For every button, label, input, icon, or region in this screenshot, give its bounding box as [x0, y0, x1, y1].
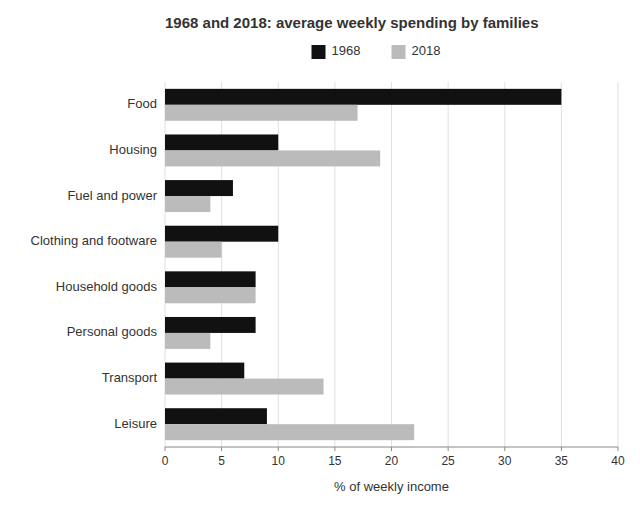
x-grid [165, 82, 618, 447]
category-label: Household goods [56, 279, 158, 294]
tick-label: 30 [498, 454, 512, 468]
series-bars [165, 89, 561, 424]
tick-label: 15 [328, 454, 342, 468]
y-axis: Food Housing Fuel and power Clothing and fo… [31, 96, 158, 430]
grid-line [504, 82, 505, 447]
category-label: Leisure [114, 416, 157, 431]
bar [165, 150, 380, 166]
tick-mark [165, 447, 166, 451]
bar [165, 196, 210, 212]
tick-mark [221, 447, 222, 451]
category-label: Personal goods [67, 324, 158, 339]
category-label: Food [127, 96, 157, 111]
x-axis-label: % of weekly income [334, 479, 449, 494]
chart-container: 1968 and 2018: average weekly spending b… [0, 0, 640, 517]
tick-mark [334, 447, 335, 451]
legend-swatch [392, 45, 406, 59]
tick-mark [504, 447, 505, 451]
series-bars [165, 105, 414, 440]
bar [165, 180, 233, 196]
tick-label: 5 [218, 454, 225, 468]
bar [165, 379, 324, 395]
grid-line [561, 82, 562, 447]
tick-label: 40 [611, 454, 625, 468]
bar [165, 242, 222, 258]
tick-mark [561, 447, 562, 451]
bar [165, 424, 414, 440]
x-axis: 0 5 10 15 20 25 30 35 40 [162, 447, 625, 468]
bar [165, 134, 278, 150]
tick-mark [618, 447, 619, 451]
grid-line [618, 82, 619, 447]
tick-label: 0 [162, 454, 169, 468]
grid-line [334, 82, 335, 447]
grid-line [448, 82, 449, 447]
bar [165, 89, 561, 105]
legend-label: 1968 [332, 43, 361, 58]
bar [165, 287, 256, 303]
category-label: Housing [109, 142, 157, 157]
bar [165, 333, 210, 349]
bar [165, 105, 358, 121]
bar [165, 271, 256, 287]
tick-mark [278, 447, 279, 451]
legend-swatch [312, 45, 326, 59]
tick-mark [448, 447, 449, 451]
legend-label: 2018 [412, 43, 441, 58]
tick-label: 35 [555, 454, 569, 468]
page: {"chart_data": {"type": "bar", "orientat… [0, 0, 640, 517]
bar [165, 317, 256, 333]
tick-label: 20 [385, 454, 399, 468]
bar [165, 363, 244, 379]
category-label: Transport [102, 370, 158, 385]
category-label: Clothing and footware [31, 233, 157, 248]
bar [165, 408, 267, 424]
chart-svg: 1968 and 2018: average weekly spending b… [0, 0, 640, 517]
x-axis-line [165, 447, 618, 448]
bars [165, 89, 561, 440]
tick-label: 25 [441, 454, 455, 468]
bar [165, 226, 278, 242]
grid-line [391, 82, 392, 447]
tick-label: 10 [272, 454, 286, 468]
tick-mark [391, 447, 392, 451]
category-label: Fuel and power [67, 188, 157, 203]
legend: 1968 2018 [312, 43, 441, 59]
chart-title: 1968 and 2018: average weekly spending b… [165, 14, 539, 31]
